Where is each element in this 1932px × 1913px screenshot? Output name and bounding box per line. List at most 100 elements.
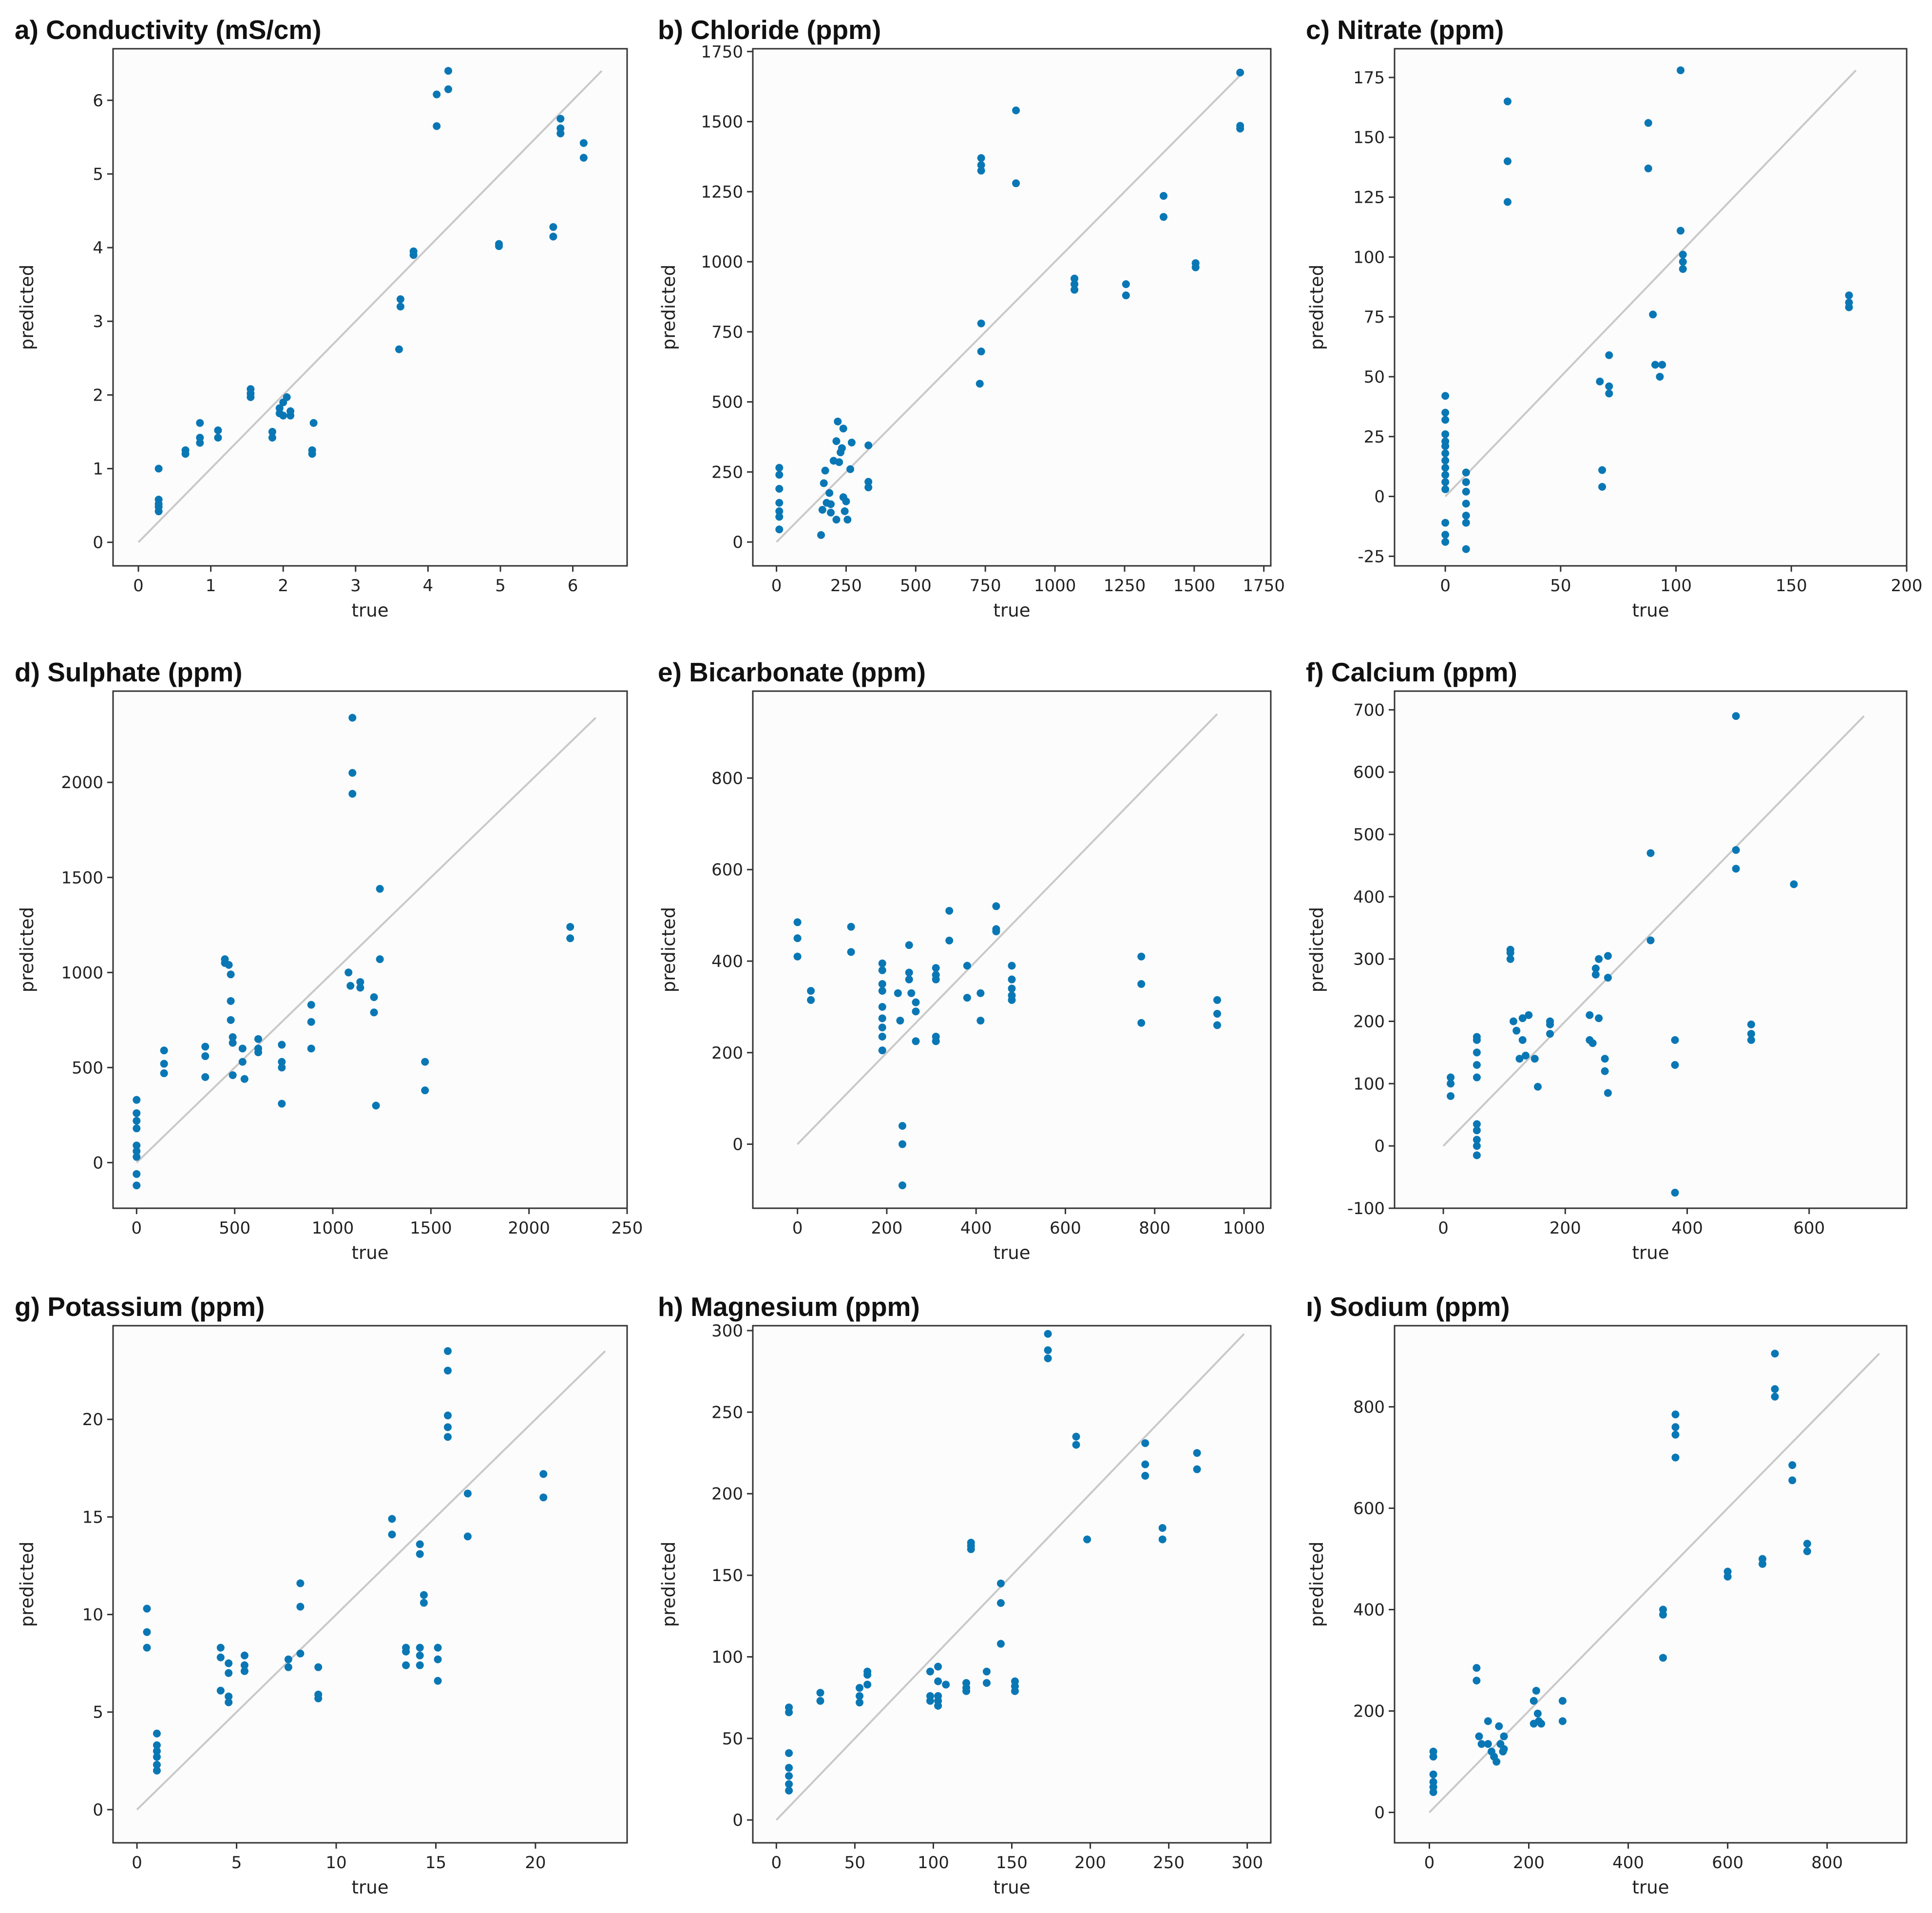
- data-point: [1441, 392, 1450, 400]
- y-tick-label: -25: [1358, 547, 1385, 566]
- data-point: [308, 446, 316, 454]
- data-point: [443, 1411, 452, 1420]
- data-point: [160, 1060, 168, 1068]
- data-point: [307, 1001, 315, 1009]
- y-tick-label: 4: [93, 238, 103, 258]
- data-point: [1441, 471, 1450, 479]
- data-point: [894, 989, 902, 997]
- data-point: [1515, 1055, 1524, 1063]
- x-tick-label: 200: [1513, 1853, 1545, 1873]
- identity-line: [137, 70, 603, 543]
- y-tick-label: 1250: [701, 182, 743, 202]
- x-tick-label: 0: [1438, 1218, 1449, 1238]
- x-tick-label: 600: [1793, 1218, 1825, 1238]
- x-tick-label: 20: [525, 1853, 546, 1873]
- panel-title: f) Calcium (ppm): [1306, 657, 1517, 687]
- data-point: [878, 980, 886, 988]
- panel-title: b) Chloride (ppm): [658, 15, 881, 45]
- y-tick-label: 800: [711, 769, 743, 788]
- data-point: [133, 1117, 141, 1125]
- y-axis-label: predicted: [1306, 265, 1327, 350]
- y-tick-label: 500: [1353, 825, 1385, 845]
- y-tick-label: 5: [93, 165, 103, 184]
- panel-conductivity: a) Conductivity (mS/cm) true predicted 0…: [15, 15, 628, 621]
- y-tick-label: 400: [711, 952, 743, 971]
- data-point: [1659, 1610, 1667, 1619]
- data-point: [416, 1550, 424, 1558]
- panel-nitrate: c) Nitrate (ppm) true predicted 0 50 100 15…: [1306, 15, 1922, 621]
- x-tick-label: 250: [830, 576, 862, 596]
- x-tick-label: 5: [231, 1853, 242, 1873]
- data-point: [896, 1017, 904, 1025]
- y-tick-label: 175: [1353, 68, 1385, 88]
- data-point: [566, 934, 574, 943]
- data-point: [977, 161, 985, 169]
- x-tick-label: 2: [278, 576, 288, 596]
- x-tick-label: 400: [960, 1218, 992, 1238]
- data-point: [160, 1069, 168, 1078]
- x-tick-label: 1250: [1104, 576, 1146, 596]
- data-point: [1429, 1753, 1437, 1761]
- data-point: [807, 996, 815, 1004]
- x-tick-label: 1000: [312, 1218, 354, 1238]
- data-point: [932, 964, 940, 972]
- data-point: [1644, 119, 1652, 127]
- y-tick-label: 150: [1353, 128, 1385, 148]
- plot-area: [752, 1325, 1272, 1844]
- data-point: [376, 885, 384, 893]
- data-point: [539, 1470, 548, 1478]
- data-point: [434, 1677, 442, 1685]
- identity-line: [1442, 715, 1865, 1147]
- data-point: [1803, 1547, 1811, 1555]
- data-point: [847, 438, 856, 446]
- data-point: [963, 994, 971, 1002]
- data-point: [1071, 274, 1079, 283]
- data-point: [878, 1024, 886, 1032]
- data-point: [254, 1048, 262, 1057]
- data-point: [296, 1579, 305, 1587]
- data-point: [278, 1058, 286, 1066]
- data-point: [1658, 361, 1666, 369]
- data-point: [841, 507, 849, 515]
- y-tick-label: 0: [93, 1800, 103, 1820]
- data-point: [309, 419, 318, 427]
- y-tick-label: 0: [732, 533, 743, 552]
- data-point: [229, 1033, 237, 1041]
- panel-magnesium: h) Magnesium (ppm) true predicted 0 50 100…: [658, 1292, 1272, 1898]
- data-point: [1213, 1009, 1222, 1018]
- data-point: [201, 1073, 210, 1081]
- data-point: [827, 500, 835, 508]
- x-tick-label: 300: [1231, 1853, 1263, 1873]
- data-point: [945, 907, 954, 915]
- data-point: [976, 380, 984, 388]
- data-point: [416, 1651, 424, 1660]
- data-point: [1159, 213, 1167, 221]
- data-point: [133, 1141, 141, 1150]
- x-tick-label: 0: [133, 576, 144, 596]
- data-point: [1591, 970, 1600, 979]
- data-point: [1506, 955, 1514, 963]
- x-tick-label: 3: [350, 576, 361, 596]
- data-point: [154, 464, 163, 473]
- data-point: [275, 404, 284, 412]
- x-tick-label: 400: [1671, 1218, 1703, 1238]
- y-tick-label: 75: [1364, 308, 1385, 327]
- data-point: [832, 437, 841, 445]
- data-point: [240, 1667, 249, 1675]
- x-axis-label: true: [1632, 600, 1669, 621]
- y-tick-label: 100: [711, 1647, 743, 1667]
- data-point: [348, 714, 357, 722]
- data-point: [1193, 1465, 1201, 1473]
- data-point: [898, 1181, 906, 1190]
- y-tick-label: 10: [82, 1605, 103, 1625]
- data-point: [1441, 519, 1450, 527]
- data-point: [1596, 377, 1604, 386]
- y-tick-label: 125: [1353, 188, 1385, 208]
- data-point: [817, 531, 825, 539]
- data-point: [214, 426, 222, 434]
- data-point: [1558, 1717, 1567, 1725]
- data-point: [775, 484, 784, 493]
- data-point: [1790, 880, 1798, 889]
- data-point: [926, 1697, 934, 1705]
- data-point: [1473, 1120, 1481, 1128]
